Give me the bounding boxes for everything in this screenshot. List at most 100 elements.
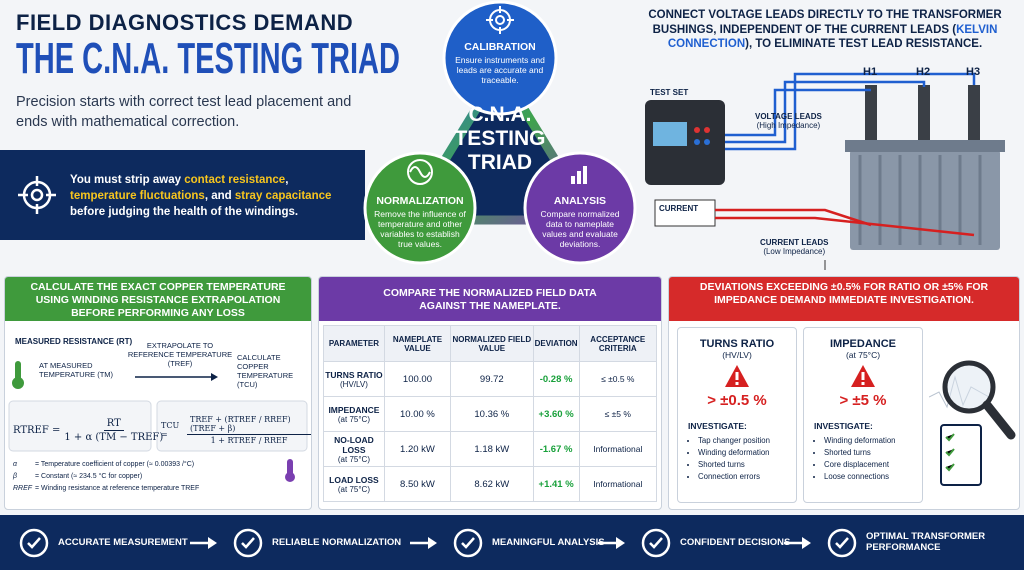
panel-header: DEVIATIONS EXCEEDING ±0.5% FOR RATIO OR … [669,277,1019,321]
kelvin-diagram [645,72,1005,270]
criteria-cell: ≤ ±0.5 % [578,361,658,397]
temperature-panel: CALCULATE THE EXACT COPPER TEMPERATURE U… [4,276,312,510]
criteria-cell: ≤ ±5 % [578,396,658,432]
deviation-panel: DEVIATIONS EXCEEDING ±0.5% FOR RATIO OR … [668,276,1020,510]
investigate-item: Tap changer position [698,435,796,447]
legend-text: = Temperature coefficient of copper (≈ 0… [35,461,195,468]
column-header: NORMALIZED FIELD VALUE [450,325,534,362]
node-text: Ensure instruments and leads are accurat… [455,55,545,85]
step-icon [640,527,672,559]
legend-row: α = Temperature coefficient of copper (≈ … [13,459,283,471]
parameter-cell: IMPEDANCE (at 75°C) [323,396,385,432]
parameter: NO-LOAD LOSS [334,434,374,455]
warning-icon [724,364,750,388]
condition: (at 75°C) [337,454,370,464]
table-row: LOAD LOSS (at 75°C) 8.50 kW 8.62 kW +1.41 % I… [323,466,658,502]
parameter: TURNS RATIO [325,369,383,380]
text: before judging the health of the winding… [70,206,299,218]
label: CURRENT LEADS [760,238,829,247]
deviation-cell: -0.28 % [532,361,580,397]
comparison-table: PARAMETER NAMEPLATE VALUE NORMALIZED FIELD… [323,325,658,502]
criteria-cell: Informational [578,466,658,502]
field-cell: 8.62 kW [450,466,534,502]
parameter-cell: TURNS RATIO (HV/LV) [323,361,385,397]
panel-header: CALCULATE THE EXACT COPPER TEMPERATURE U… [5,277,311,332]
deviation-cell: -1.67 % [532,431,580,467]
step-label: OPTIMAL TRANSFORMER PERFORMANCE [866,531,986,553]
fraction: TREF + (RTREF / RREF) (TREF + β) 1 + RTRE… [187,415,311,445]
legend-text: = Winding resistance at reference temper… [35,485,200,492]
arrow [410,537,437,549]
deviation-cell: +3.60 % [532,396,580,432]
numerator: RT [103,418,124,431]
target-icon [18,176,56,214]
callout: You must strip away contact resistance , … [0,150,365,240]
column-header: PARAMETER [323,325,385,362]
icon [233,528,263,558]
column-header: DEVIATION [532,325,580,362]
current-label: CURRENT [659,204,699,213]
legend-symbol: α [13,461,17,468]
text: You must strip away [70,174,185,186]
test-set-label: TEST SET [650,88,689,97]
denominator: 1 + α (TM − TREF) [64,431,164,443]
calculate-label: CALCULATE COPPER TEMPERATURE (TCU) [237,353,294,389]
table-row: TURNS RATIO (HV/LV) 100.00 99.72 -0.28 % ≤ ±0… [323,361,658,397]
denominator: 1 + RTREF / RREF [210,436,288,445]
condition: (at 75°C) [337,414,370,424]
numerator: TREF + (RTREF / RREF) (TREF + β) [187,415,311,435]
table-row: IMPEDANCE (at 75°C) 10.00 % 10.36 % +3.60 % ≤… [323,396,658,432]
voltage-leads-label: VOLTAGE LEADS (High Impedance) [755,112,822,130]
card-sub: (at 75°C) [845,350,881,360]
highlight: temperature fluctuations [70,190,205,202]
callout-text: You must strip away contact resistance , … [70,172,355,220]
card-title: TURNS RATIO [699,338,775,350]
investigate-item: Shorted turns [698,459,796,471]
highlight: stray capacitance [234,190,332,202]
card-title: IMPEDANCE [829,338,896,350]
measured-label: MEASURED RESISTANCE (RT) [15,337,133,346]
flow-arrow [190,535,218,556]
node-title: NORMALIZATION [376,195,464,207]
triad-graphic [363,0,637,265]
legend-symbol: β [13,473,17,480]
bushing-label: H3 [966,66,981,78]
calibration-node: CALIBRATION Ensure instruments and leads … [450,42,550,85]
text: ), TO ELIMINATE TEST LEAD RESISTANCE. [745,38,983,50]
arrow [190,537,217,549]
investigate: INVESTIGATE: [814,421,873,431]
extrapolate-label: EXTRAPOLATE TO REFERENCE TEMPERATURE (TR… [127,341,233,368]
center-line: TESTING [454,127,546,150]
step-icon [18,527,50,559]
analysis-node: ANALYSIS Compare normalized data to namep… [534,196,626,249]
warning-triangle [851,365,875,387]
table-row: NO-LOAD LOSS (at 75°C) 1.20 kW 1.18 kW -1.67… [323,431,658,467]
panel-header: COMPARE THE NORMALIZED FIELD DATA AGAINS… [319,277,661,321]
title-line-2: THE C.N.A. TESTING TRIAD [16,34,400,83]
step-label: CONFIDENT DECISIONS [680,537,791,548]
arrow [784,537,811,549]
nameplate-cell: 1.20 kW [383,431,452,467]
title-line-1: FIELD DIAGNOSTICS DEMAND [16,10,354,35]
center-line: C.N.A. [468,103,532,126]
card-sub: (HV/LV) [722,350,752,360]
formula-lhs: RTREF = [13,424,61,436]
limit: > ±0.5 % [707,392,767,409]
highlight: KELVIN CONNECTION [667,23,998,51]
arrow [598,537,625,549]
bushing-label: H2 [916,66,931,78]
deviation-card: TURNS RATIO(HV/LV) > ±0.5 % INVESTIGATE: Ta… [677,327,797,503]
parameter-cell: NO-LOAD LOSS (at 75°C) [323,431,385,467]
condition: (at 75°C) [337,484,370,494]
fraction: RT 1 + α (TM − TREF) [64,418,163,443]
column-header: NAMEPLATE VALUE [383,325,452,362]
deviation-cell: +1.41 % [532,466,580,502]
kelvin-instruction: CONNECT VOLTAGE LEADS DIRECTLY TO THE TR… [630,8,1020,52]
step-icon [826,527,858,559]
text: , and [204,190,235,202]
triad-center: C.N.A. TESTING TRIAD [445,103,555,175]
criteria-cell: Informational [578,431,658,467]
legend-symbol: RREF [13,485,33,492]
